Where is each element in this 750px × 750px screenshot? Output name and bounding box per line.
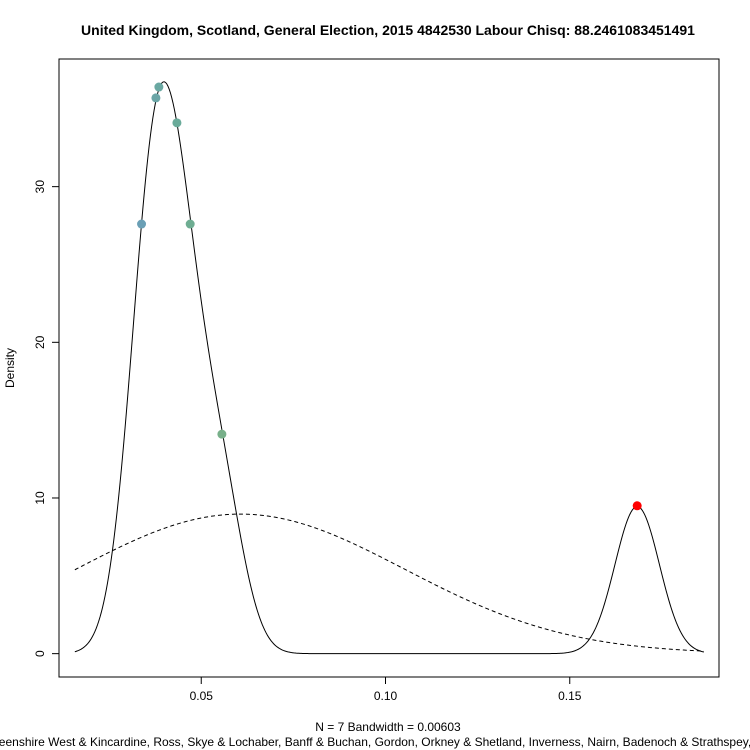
x-tick-label: 0.05 (190, 689, 214, 703)
x-tick-label: 0.10 (374, 689, 398, 703)
data-point (151, 93, 161, 103)
chart-title: United Kingdom, Scotland, General Electi… (81, 22, 695, 38)
data-point (154, 82, 164, 92)
data-point (172, 118, 182, 128)
data-point (137, 219, 147, 229)
normal-fit-curve (74, 513, 704, 652)
plot-frame (58, 58, 720, 678)
data-point (185, 219, 195, 229)
y-tick-label: 0 (33, 650, 47, 657)
caption: rdeenshire West & Kincardine, Ross, Skye… (0, 735, 750, 749)
x-tick-label: 0.15 (558, 689, 582, 703)
x-axis-label: N = 7 Bandwidth = 0.00603 (315, 720, 461, 734)
y-axis-label: Density (3, 348, 17, 388)
data-point (632, 501, 642, 511)
density-curve (74, 81, 705, 655)
y-tick-label: 30 (33, 180, 47, 194)
y-tick-label: 10 (33, 491, 47, 505)
y-tick-label: 20 (33, 335, 47, 349)
data-point (217, 429, 227, 439)
